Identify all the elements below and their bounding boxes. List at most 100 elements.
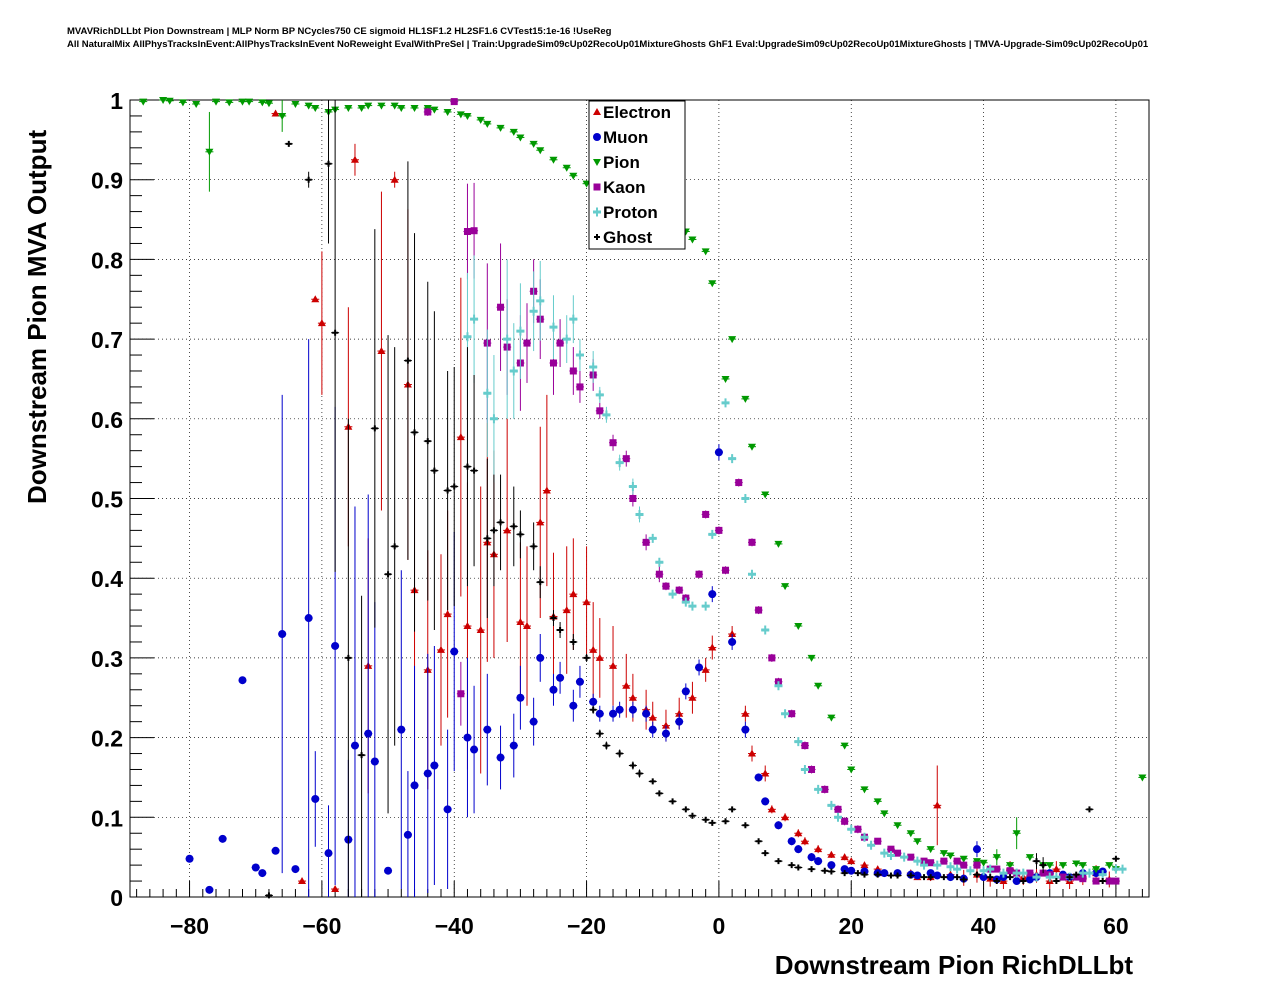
- data-point: [344, 104, 353, 112]
- data-point: [483, 725, 492, 734]
- data-point: [814, 682, 823, 690]
- data-point: [595, 709, 604, 718]
- data-point: [992, 854, 1001, 862]
- data-point: [800, 837, 809, 845]
- data-point: [569, 172, 578, 180]
- data-point: [907, 872, 914, 879]
- data-point: [549, 156, 558, 164]
- y-tick-label: 0.8: [91, 247, 123, 273]
- data-point: [741, 494, 750, 503]
- chart-header-line-1: MVAVRichDLLbt Pion Downstream | MLP Norm…: [67, 26, 612, 37]
- data-point: [317, 319, 326, 327]
- data-point: [1012, 830, 1021, 838]
- data-point: [1112, 877, 1120, 885]
- data-point: [291, 100, 300, 108]
- data-point: [993, 878, 1000, 885]
- data-point: [390, 175, 399, 183]
- data-point: [304, 102, 313, 110]
- data-point: [549, 359, 557, 367]
- data-point: [1059, 873, 1067, 881]
- data-point: [635, 509, 644, 519]
- legend: Electron Muon Pion Kaon Proton Ghost: [588, 100, 686, 250]
- data-point: [1079, 875, 1087, 883]
- data-point: [509, 128, 518, 136]
- data-point: [874, 871, 881, 878]
- data-point: [516, 134, 525, 142]
- data-point: [946, 873, 955, 882]
- data-point: [656, 790, 663, 797]
- data-point: [827, 850, 836, 858]
- data-point: [926, 869, 935, 878]
- data-point: [1078, 868, 1087, 878]
- y-tick-label: 0.3: [91, 646, 123, 672]
- data-point: [761, 769, 770, 777]
- data-point: [484, 535, 491, 542]
- data-point: [192, 100, 201, 108]
- data-point: [708, 590, 717, 599]
- data-point: [860, 867, 869, 876]
- data-point: [457, 690, 465, 698]
- data-point: [364, 102, 373, 110]
- data-point: [788, 862, 795, 869]
- x-tick-label: −20: [567, 913, 606, 939]
- data-point: [332, 329, 339, 336]
- data-point: [470, 314, 479, 324]
- data-point: [840, 853, 849, 861]
- data-point: [714, 448, 723, 457]
- data-point: [536, 147, 545, 155]
- data-point: [450, 647, 459, 656]
- data-point: [411, 429, 418, 436]
- data-point: [669, 798, 676, 805]
- data-point: [767, 805, 776, 813]
- data-point: [986, 864, 995, 874]
- data-point: [880, 810, 889, 818]
- data-point: [787, 837, 796, 846]
- data-point: [642, 538, 650, 546]
- data-point: [841, 817, 849, 825]
- data-point: [648, 725, 657, 734]
- data-point: [661, 721, 670, 729]
- data-point: [609, 439, 617, 447]
- data-point: [615, 705, 624, 714]
- x-axis-label: Downstream Pion RichDLLbt: [775, 950, 1134, 980]
- data-point: [874, 837, 882, 845]
- data-point: [695, 663, 704, 672]
- data-point: [497, 303, 505, 311]
- data-point: [615, 458, 624, 468]
- data-point: [603, 742, 610, 749]
- data-point: [238, 98, 247, 106]
- data-point: [1085, 868, 1094, 878]
- data-point: [476, 626, 485, 634]
- data-point: [681, 597, 690, 607]
- data-point: [569, 590, 578, 598]
- data-point: [529, 140, 538, 148]
- data-point: [311, 794, 320, 803]
- data-point: [450, 98, 458, 106]
- data-point: [847, 824, 856, 834]
- data-point: [1052, 865, 1061, 873]
- data-point: [913, 838, 922, 846]
- legend-label: Electron: [603, 103, 671, 122]
- data-point: [636, 770, 643, 777]
- data-point: [1025, 854, 1034, 862]
- data-point: [225, 99, 234, 107]
- legend-marker: [593, 108, 601, 115]
- data-point: [1112, 855, 1119, 862]
- data-point: [410, 781, 419, 790]
- data-point: [1078, 862, 1087, 870]
- data-point: [424, 108, 432, 116]
- data-point: [933, 801, 942, 809]
- data-point: [556, 339, 564, 347]
- data-point: [549, 322, 558, 332]
- data-point: [939, 850, 948, 858]
- y-axis-label: Downstream Pion MVA Output: [22, 130, 52, 504]
- data-point: [483, 388, 492, 398]
- data-point: [721, 375, 730, 383]
- data-point: [708, 280, 717, 288]
- data-point: [629, 762, 636, 769]
- data-point: [1012, 877, 1021, 886]
- data-point: [397, 725, 406, 734]
- data-point: [834, 805, 842, 813]
- data-point: [497, 519, 504, 526]
- data-point: [1006, 862, 1015, 870]
